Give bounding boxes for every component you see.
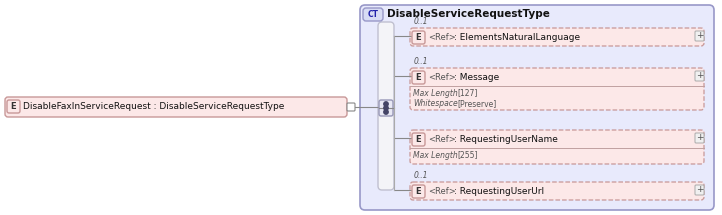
Text: <Ref>: <Ref>: [428, 73, 456, 82]
Text: +: +: [696, 134, 703, 143]
Text: 0..1: 0..1: [414, 171, 428, 180]
Text: +: +: [696, 72, 703, 80]
FancyBboxPatch shape: [695, 133, 704, 143]
FancyBboxPatch shape: [695, 71, 704, 81]
Text: Max Length: Max Length: [413, 150, 458, 160]
Text: <Ref>: <Ref>: [428, 135, 456, 144]
FancyBboxPatch shape: [410, 182, 704, 200]
FancyBboxPatch shape: [379, 100, 393, 116]
Circle shape: [384, 102, 388, 106]
Text: : RequestingUserUrl: : RequestingUserUrl: [454, 187, 544, 196]
Text: E: E: [416, 73, 422, 82]
Text: Whitespace: Whitespace: [413, 100, 458, 109]
FancyBboxPatch shape: [410, 28, 704, 46]
Text: 0..1: 0..1: [414, 57, 428, 66]
Circle shape: [384, 106, 388, 110]
FancyBboxPatch shape: [695, 31, 704, 41]
Text: +: +: [696, 186, 703, 195]
Circle shape: [384, 110, 388, 114]
FancyBboxPatch shape: [410, 68, 704, 110]
Text: CT: CT: [367, 10, 378, 19]
FancyBboxPatch shape: [412, 31, 425, 44]
Text: E: E: [11, 102, 17, 111]
Text: Max Length: Max Length: [413, 89, 458, 97]
FancyBboxPatch shape: [410, 130, 704, 164]
Text: DisableServiceRequestType: DisableServiceRequestType: [387, 9, 550, 19]
Text: : Message: : Message: [454, 73, 499, 82]
Text: [Preserve]: [Preserve]: [457, 100, 496, 109]
Text: : ElementsNaturalLanguage: : ElementsNaturalLanguage: [454, 33, 580, 42]
Text: <Ref>: <Ref>: [428, 187, 456, 196]
FancyBboxPatch shape: [412, 133, 425, 146]
Text: +: +: [696, 32, 703, 40]
Text: [255]: [255]: [457, 150, 477, 160]
Text: DisableFaxInServiceRequest : DisableServiceRequestType: DisableFaxInServiceRequest : DisableServ…: [23, 102, 284, 111]
Text: E: E: [416, 187, 422, 196]
Text: 0..1: 0..1: [414, 17, 428, 26]
Text: E: E: [416, 33, 422, 42]
Text: <Ref>: <Ref>: [428, 33, 456, 42]
Text: : RequestingUserName: : RequestingUserName: [454, 135, 558, 144]
Text: [127]: [127]: [457, 89, 477, 97]
FancyBboxPatch shape: [412, 71, 425, 84]
FancyBboxPatch shape: [378, 22, 394, 190]
FancyBboxPatch shape: [347, 103, 355, 111]
FancyBboxPatch shape: [412, 185, 425, 198]
FancyBboxPatch shape: [7, 100, 20, 113]
FancyBboxPatch shape: [695, 185, 704, 195]
FancyBboxPatch shape: [360, 5, 714, 210]
Text: E: E: [416, 135, 422, 144]
FancyBboxPatch shape: [5, 97, 347, 117]
FancyBboxPatch shape: [363, 8, 383, 21]
